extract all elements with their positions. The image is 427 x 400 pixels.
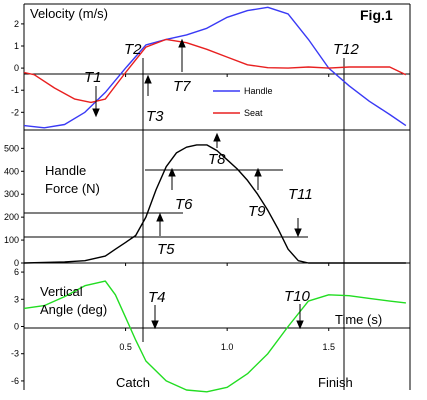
time-axis-label: Time (s) <box>335 312 382 327</box>
angle-y-ticks: -6 -3 0 3 6 <box>11 267 24 386</box>
angle-panel-title-line1: Vertical <box>40 284 83 299</box>
t9-arrow-head <box>254 167 262 177</box>
marker-t5: T5 <box>157 241 175 258</box>
velocity-y-tick-label: -1 <box>11 85 19 95</box>
velocity-y-tick-label: 0 <box>14 63 19 73</box>
force-y-tick-label: 300 <box>4 189 19 199</box>
force-series-line <box>23 144 406 264</box>
catch-label: Catch <box>116 375 150 390</box>
marker-t2: T2 <box>124 41 142 58</box>
figure-label: Fig.1 <box>360 7 393 23</box>
angle-y-tick-label: -3 <box>11 349 19 359</box>
velocity-y-tick-label: 1 <box>14 41 19 51</box>
handle-series-line <box>23 6 407 129</box>
time-tick-label: 1.0 <box>221 342 234 352</box>
force-y-tick-label: 500 <box>4 143 19 153</box>
force-y-ticks: 0 100 200 300 400 500 <box>4 143 24 268</box>
marker-t12: T12 <box>333 41 360 58</box>
finish-label: Finish <box>318 375 353 390</box>
angle-y-tick-label: 0 <box>14 322 19 332</box>
t3-arrow-head <box>144 74 152 84</box>
marker-t8: T8 <box>208 151 226 168</box>
velocity-legend: Handle Seat <box>213 86 273 118</box>
t7-arrow-head <box>178 38 186 48</box>
velocity-panel-title: Velocity (m/s) <box>30 6 108 21</box>
marker-t4: T4 <box>148 289 166 306</box>
marker-t6: T6 <box>175 196 193 213</box>
t11-arrow-head <box>294 228 302 238</box>
angle-y-tick-label: -6 <box>11 376 19 386</box>
angle-y-tick-label: 6 <box>14 267 19 277</box>
t6-arrow-head <box>168 167 176 177</box>
force-series-group <box>23 144 406 264</box>
t10-arrow-head <box>296 320 304 330</box>
t1-arrow-head <box>92 108 100 118</box>
angle-series-line <box>23 280 406 393</box>
force-panel-title-line1: Handle <box>45 163 86 178</box>
velocity-y-ticks: -2 -1 0 1 2 <box>11 19 24 117</box>
velocity-y-tick-label: 2 <box>14 19 19 29</box>
force-panel-title-line2: Force (N) <box>45 181 100 196</box>
angle-series-group <box>23 280 406 393</box>
t5-arrow-head <box>156 212 164 222</box>
legend-handle-label: Handle <box>244 86 273 96</box>
angle-y-tick-label: 3 <box>14 294 19 304</box>
marker-t11: T11 <box>288 186 313 203</box>
legend-seat-label: Seat <box>244 108 263 118</box>
force-y-tick-label: 400 <box>4 166 19 176</box>
marker-arrows <box>92 38 304 330</box>
velocity-series-group <box>23 6 407 129</box>
time-tick-label: 1.5 <box>322 342 335 352</box>
force-y-tick-label: 100 <box>4 235 19 245</box>
seat-series-line <box>23 38 407 104</box>
marker-t3: T3 <box>146 108 164 125</box>
t4-arrow-head <box>151 320 159 330</box>
force-y-tick-label: 200 <box>4 212 19 222</box>
marker-t7: T7 <box>173 78 191 95</box>
velocity-y-tick-label: -2 <box>11 107 19 117</box>
angle-panel-title-line2: Angle (deg) <box>40 302 107 317</box>
marker-t1: T1 <box>84 69 102 86</box>
marker-t10: T10 <box>284 288 311 305</box>
time-tick-label: 0.5 <box>119 342 132 352</box>
t8-arrow-head <box>213 132 221 142</box>
force-y-tick-label: 0 <box>14 258 19 268</box>
marker-t9: T9 <box>248 203 266 220</box>
